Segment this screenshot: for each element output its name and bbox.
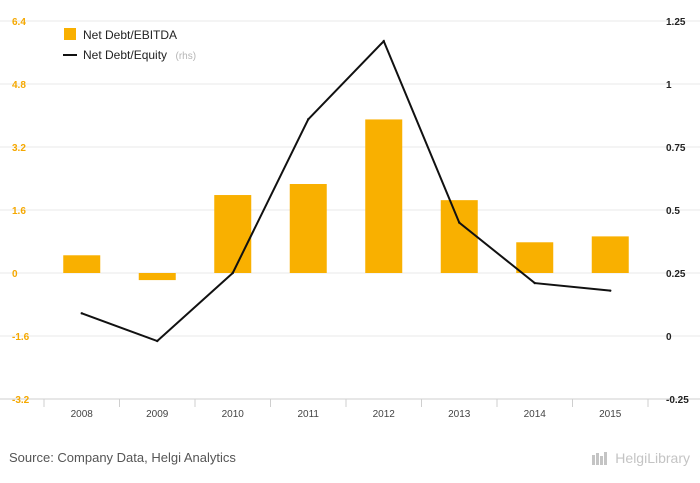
bar-2010	[214, 195, 252, 273]
brand-logo: HelgiLibrary	[591, 450, 690, 466]
y-left-tick-label: 4.8	[12, 80, 26, 91]
legend-line-name: Net Debt/Equity	[83, 48, 167, 62]
legend-line-suffix: (rhs)	[176, 51, 197, 62]
line-point-2011	[307, 118, 310, 121]
y-right-tick-label: 0.25	[666, 269, 686, 280]
library-icon	[592, 452, 608, 465]
y-left-tick-label: -3.2	[12, 395, 30, 406]
brand-name: HelgiLibrary	[615, 450, 690, 466]
x-tick-label: 2015	[599, 409, 622, 420]
x-tick-label: 2012	[373, 409, 396, 420]
y-right-tick-label: -0.25	[666, 395, 689, 406]
x-tick-label: 2009	[146, 409, 169, 420]
line-point-2015	[609, 289, 612, 292]
y-right-tick-label: 0	[666, 332, 672, 343]
x-tick-label: 2013	[448, 409, 471, 420]
line-point-2009	[156, 339, 159, 343]
y-left-tick-label: 3.2	[12, 143, 26, 154]
axes: 6.4 4.8 3.2 1.6 0 -1.6 -3.2 1.25 1 0.75 0.5 0.25 0 -0…	[12, 17, 689, 420]
x-tick-label: 2011	[297, 409, 319, 420]
y-left-tick-label: 6.4	[12, 17, 26, 28]
bar-2013	[440, 200, 478, 273]
net-debt-equity-line	[81, 39, 611, 343]
bar-2011	[289, 184, 327, 273]
source-note: Source: Company Data, Helgi Analytics	[9, 450, 236, 465]
chart: 6.4 4.8 3.2 1.6 0 -1.6 -3.2 1.25 1 0.75 0.5 0.25 0 -0…	[0, 17, 700, 420]
line-point-2013	[458, 221, 461, 224]
bar-2012	[365, 119, 403, 273]
y-right-tick-label: 1.25	[666, 17, 686, 28]
y-left-tick-label: 1.6	[12, 206, 26, 217]
y-right-tick-label: 1	[666, 80, 672, 91]
bar-2014	[516, 242, 554, 273]
y-left-tick-label: 0	[12, 269, 18, 280]
legend: Net Debt/EBITDA Net Debt/Equity (rhs)	[63, 28, 196, 63]
bar-series	[63, 119, 629, 281]
legend-bar-label: Net Debt/EBITDA	[83, 28, 177, 42]
y-right-tick-label: 0.5	[666, 206, 680, 217]
bar-2009	[138, 273, 176, 281]
legend-line-label: Net Debt/Equity (rhs)	[83, 46, 196, 63]
line-point-2012	[382, 39, 385, 43]
y-right-tick-label: 0.75	[666, 143, 686, 154]
x-tick-label: 2008	[71, 409, 94, 420]
bar-2008	[63, 255, 101, 273]
x-tick-label: 2010	[222, 409, 245, 420]
bar-2015	[591, 236, 629, 273]
x-tick-label: 2014	[524, 409, 547, 420]
legend-bar-swatch	[64, 28, 76, 40]
line-series	[80, 39, 612, 343]
line-point-2010	[231, 271, 234, 275]
line-point-2008	[80, 312, 83, 315]
gridlines	[0, 20, 700, 400]
y-left-tick-label: -1.6	[12, 332, 30, 343]
line-point-2014	[533, 281, 536, 285]
